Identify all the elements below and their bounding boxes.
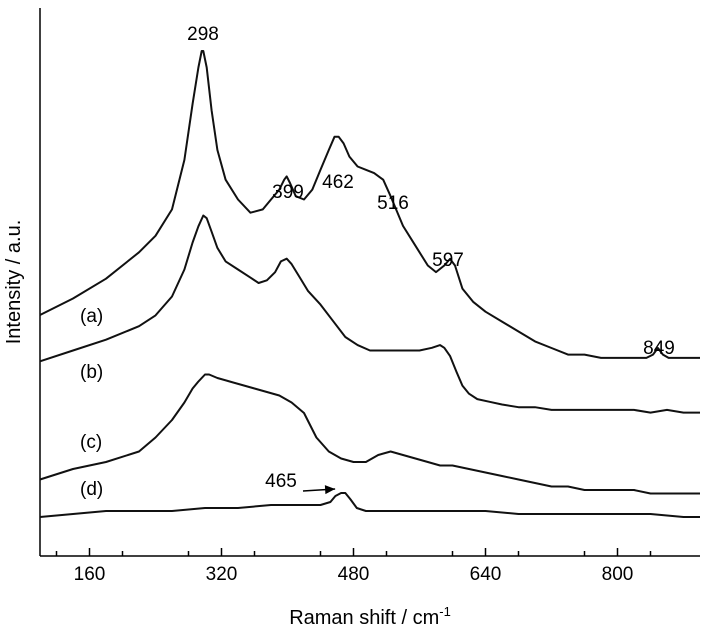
series-labels: (a) (b) (c) (d) bbox=[80, 306, 103, 500]
series-line-a bbox=[39, 50, 700, 359]
x-tick-label: 800 bbox=[602, 564, 634, 585]
series-label-a: (a) bbox=[80, 306, 103, 327]
peak-label-849: 849 bbox=[643, 338, 675, 359]
x-tick-label: 480 bbox=[338, 564, 370, 585]
series-line-d bbox=[39, 492, 700, 518]
peak-arrow-head bbox=[324, 485, 336, 495]
peak-label-516: 516 bbox=[377, 193, 409, 214]
x-axis-label-superscript: -1 bbox=[439, 604, 451, 619]
peak-label-462: 462 bbox=[322, 172, 354, 193]
x-axis-label-text: Raman shift / cm bbox=[289, 607, 439, 629]
axes bbox=[39, 8, 700, 557]
x-tick-label: 320 bbox=[206, 564, 238, 585]
peak-label-597: 597 bbox=[432, 250, 464, 271]
series-label-b: (b) bbox=[80, 362, 103, 383]
x-tick-label: 160 bbox=[74, 564, 106, 585]
x-tick-label: 640 bbox=[470, 564, 502, 585]
y-axis-label: Intensity / a.u. bbox=[3, 220, 25, 345]
series-layer bbox=[39, 50, 700, 518]
x-ticks: 160 320 480 640 800 bbox=[55, 548, 652, 585]
series-line-b bbox=[39, 214, 700, 414]
peak-label-399: 399 bbox=[272, 182, 304, 203]
series-line-c bbox=[39, 373, 700, 495]
series-label-c: (c) bbox=[80, 432, 102, 453]
peak-label-465: 465 bbox=[265, 471, 297, 492]
peak-label-298: 298 bbox=[187, 24, 219, 45]
x-axis-label: Raman shift / cm-1 bbox=[289, 604, 451, 629]
peak-annotations: 298 399 462 516 597 849 465 bbox=[187, 24, 675, 495]
series-label-d: (d) bbox=[80, 479, 103, 500]
